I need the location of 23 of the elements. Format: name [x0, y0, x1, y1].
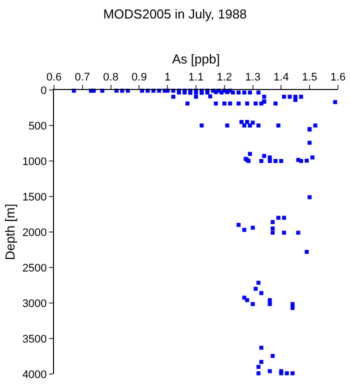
x-tick-label: 1 [164, 72, 171, 84]
x-tick-label: 0.9 [132, 72, 147, 84]
x-tick-label: 1.3 [245, 72, 260, 84]
y-tick-label: 500 [28, 120, 47, 132]
x-tick-label: 1.6 [330, 72, 346, 84]
x-axis-title: As [ppb] [172, 52, 220, 67]
y-tick-label: 2500 [22, 262, 47, 274]
x-tick-label: 0.6 [46, 72, 62, 84]
x-tick-label: 1.2 [216, 72, 232, 84]
y-tick-label: 3500 [22, 333, 47, 346]
x-tick-label: 0.7 [74, 72, 90, 84]
y-tick-label: 3000 [22, 298, 47, 310]
y-tick-label: 4000 [22, 368, 47, 381]
y-axis-title: Depth [m] [2, 204, 18, 260]
chart-title: MODS2005 in July, 1988 [103, 6, 247, 22]
y-tick-label: 1000 [22, 156, 47, 168]
y-tick-label: 0 [40, 84, 47, 97]
x-tick-label: 1.1 [188, 72, 204, 84]
y-tick-label: 2000 [22, 226, 47, 239]
y-tick-label: 1500 [22, 191, 47, 204]
x-tick-label: 0.8 [103, 72, 118, 84]
x-tick-label: 1.4 [274, 72, 289, 84]
x-tick-label: 1.5 [302, 72, 318, 84]
